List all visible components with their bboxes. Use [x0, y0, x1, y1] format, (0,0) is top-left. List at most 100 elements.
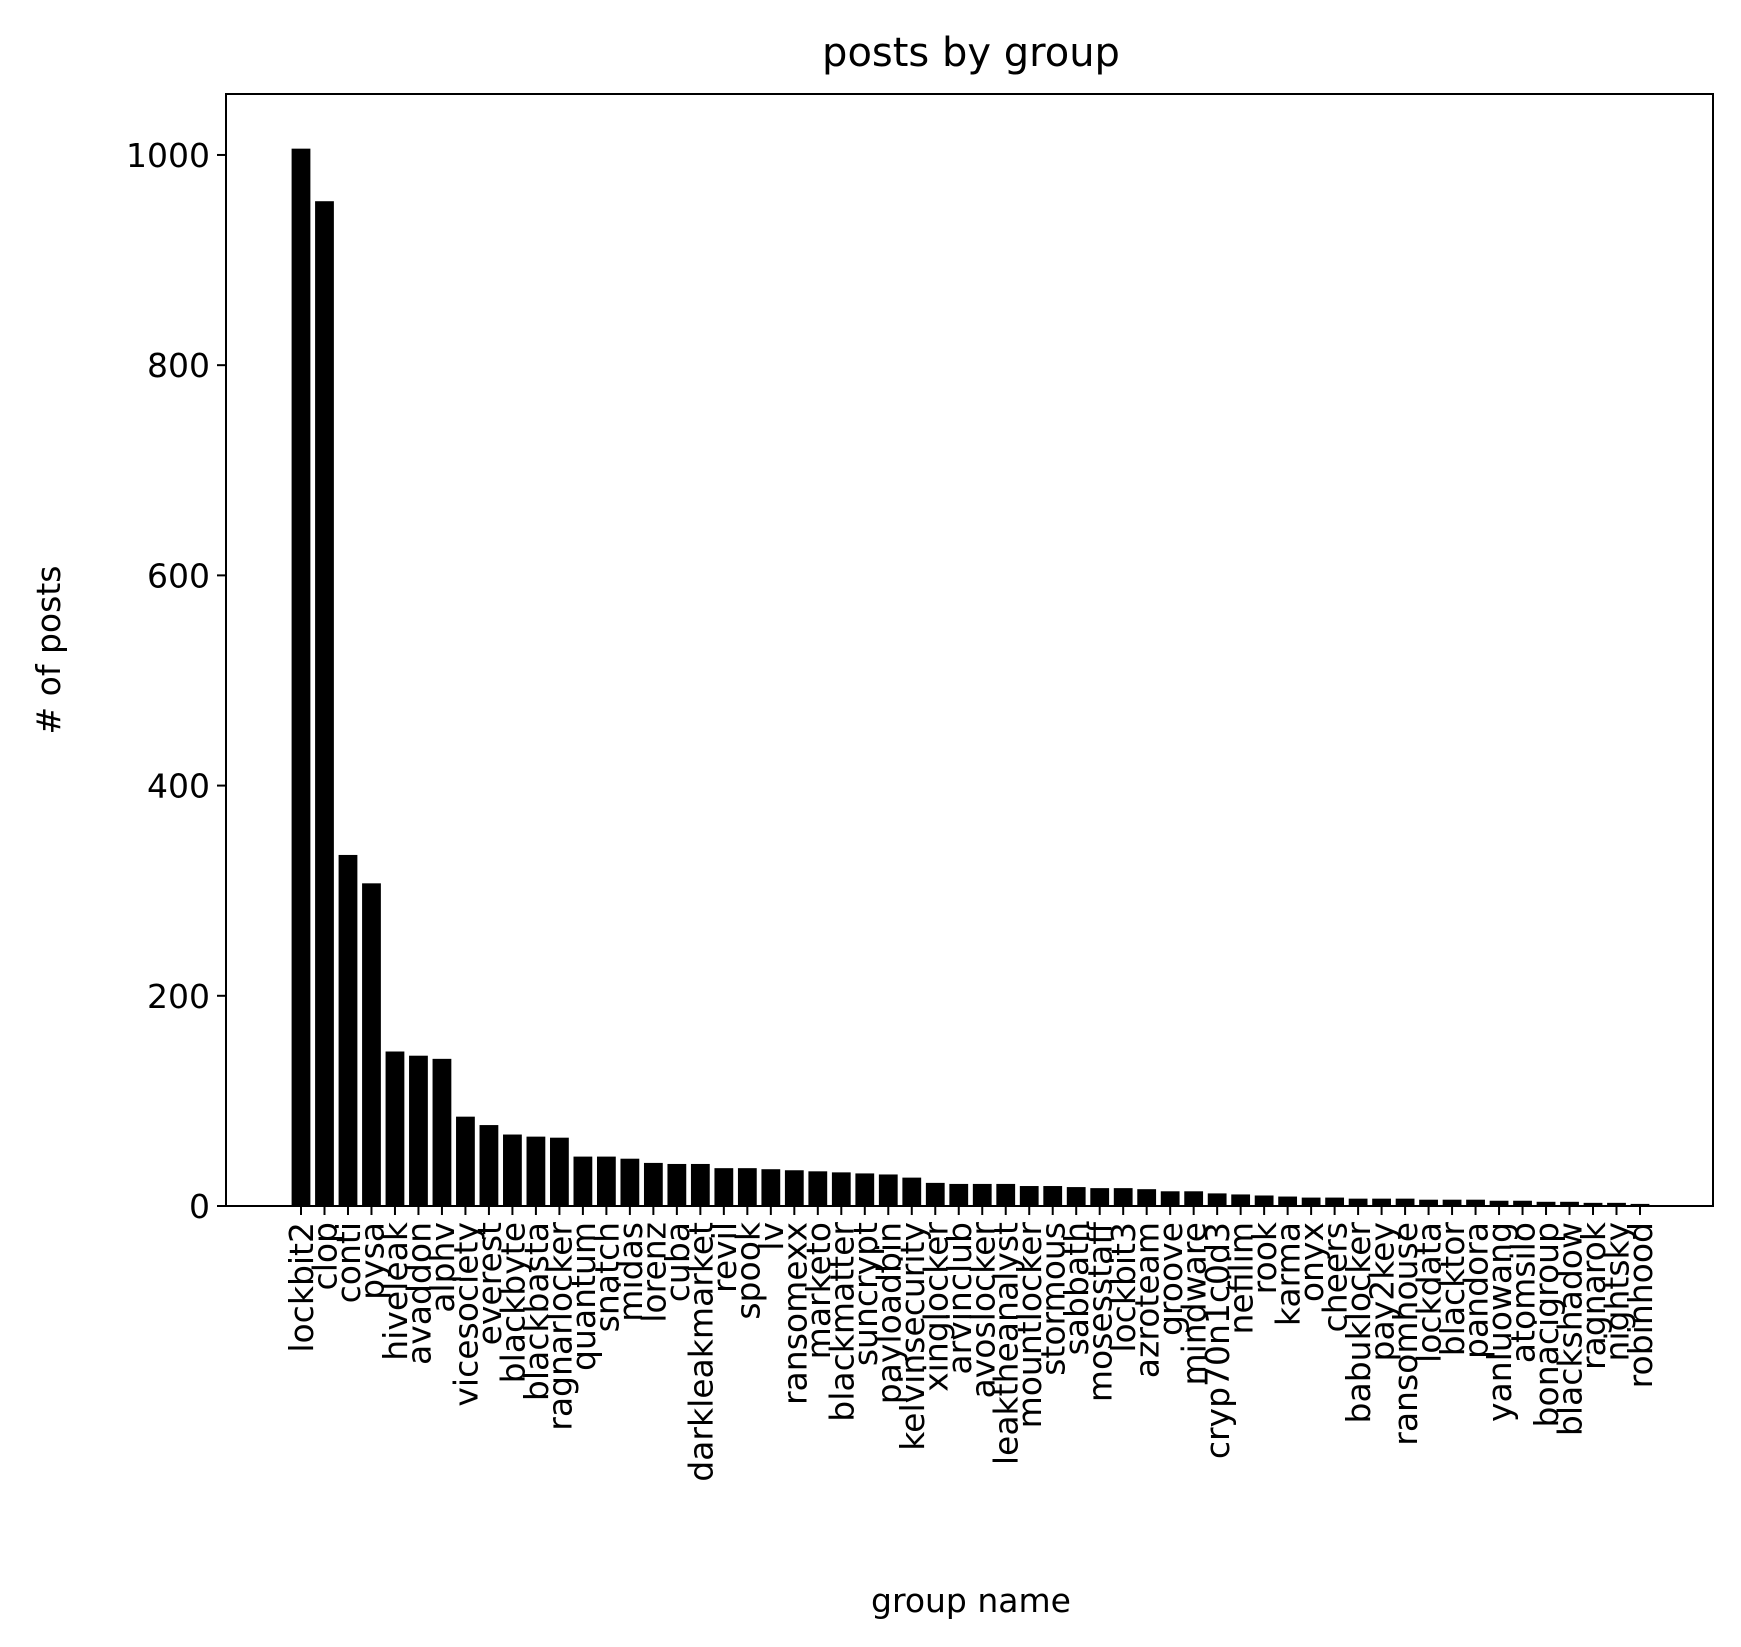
- x-tick-label: kelvinsecurity: [893, 1222, 932, 1451]
- y-tick-label: 800: [147, 346, 210, 385]
- bar: [1466, 1199, 1485, 1206]
- bar: [385, 1051, 405, 1206]
- bar: [996, 1183, 1016, 1206]
- y-tick-label: 0: [189, 1187, 210, 1226]
- x-tick-label: ransomhouse: [1386, 1222, 1425, 1446]
- bar: [1184, 1191, 1204, 1206]
- bar: [338, 854, 358, 1206]
- x-tick-label: vicesociety: [446, 1222, 485, 1407]
- x-axis-title: group name: [871, 1581, 1071, 1620]
- bar: [1325, 1197, 1345, 1206]
- x-tick-label: suncrypt: [846, 1222, 885, 1366]
- bar: [714, 1168, 734, 1206]
- bar: [831, 1172, 851, 1206]
- bar: [878, 1174, 898, 1206]
- x-tick-label: mindware: [1175, 1222, 1214, 1386]
- bar: [1207, 1193, 1227, 1206]
- chart-title: posts by group: [822, 30, 1120, 76]
- x-tick-label: everest: [470, 1222, 509, 1345]
- y-tick-label: 1000: [126, 136, 210, 175]
- x-tick-label: bonacigroup: [1527, 1222, 1566, 1427]
- x-tick-label: pysa: [352, 1222, 391, 1300]
- bar: [949, 1183, 969, 1206]
- x-tick-label: hiveleak: [376, 1221, 415, 1361]
- x-tick-label: marketo: [799, 1222, 838, 1359]
- y-axis: 0 200 400 600 800 1000: [126, 136, 226, 1226]
- bar: [1231, 1194, 1251, 1206]
- x-tick-label: alphv: [423, 1222, 462, 1313]
- bar: [1583, 1202, 1603, 1206]
- y-axis-title: # of posts: [29, 566, 68, 735]
- y-tick-label: 200: [147, 977, 210, 1016]
- x-tick-label: clop: [305, 1222, 344, 1290]
- bar: [808, 1171, 828, 1206]
- bar: [1442, 1199, 1462, 1206]
- y-tick-label: 400: [147, 767, 210, 806]
- bar: [1113, 1188, 1133, 1206]
- bar: [620, 1158, 640, 1206]
- bar: [1395, 1198, 1415, 1206]
- bar: [1254, 1195, 1274, 1206]
- bar: [1043, 1186, 1063, 1206]
- x-tick-label: nefilim: [1222, 1222, 1261, 1335]
- x-tick-label: leaktheanalyst: [987, 1222, 1026, 1465]
- x-tick-label: snatch: [587, 1222, 626, 1332]
- bar: [925, 1182, 945, 1206]
- bar: [479, 1125, 499, 1206]
- bar: [1301, 1197, 1321, 1206]
- x-tick-label: payloadbin: [869, 1222, 908, 1404]
- bar: [902, 1177, 922, 1206]
- x-tick-label: spook: [728, 1221, 767, 1320]
- x-tick-label: quantum: [564, 1222, 603, 1371]
- x-tick-label: ransomexx: [775, 1222, 814, 1405]
- x-tick-label: blackbyte: [493, 1222, 532, 1383]
- x-tick-label: atomsilo: [1504, 1222, 1543, 1363]
- x-tick-label: lv: [752, 1222, 791, 1251]
- x-tick-label: mosesstaff: [1081, 1221, 1120, 1402]
- x-tick-label: rook: [1245, 1221, 1284, 1294]
- bar: [1090, 1188, 1110, 1206]
- x-tick-label: cuba: [658, 1222, 697, 1302]
- x-tick-label: ragnarlocker: [540, 1222, 579, 1431]
- x-tick-label: groove: [1151, 1222, 1190, 1336]
- x-tick-label: blacktor: [1433, 1222, 1472, 1357]
- x-tick-label: onyx: [1292, 1222, 1331, 1302]
- x-tick-label: ragnarok: [1574, 1221, 1613, 1370]
- x-tick-label: pay2key: [1363, 1222, 1402, 1361]
- bar: [761, 1169, 781, 1206]
- bar: [291, 148, 311, 1206]
- bar: [409, 1055, 428, 1206]
- x-tick-label: babuklocker: [1339, 1222, 1378, 1424]
- x-tick-label: darkleakmarket: [681, 1222, 720, 1482]
- x-tick-label: nightsky: [1598, 1222, 1637, 1362]
- bar: [1489, 1200, 1509, 1206]
- x-tick-label: arvinclub: [940, 1222, 979, 1375]
- bar: [526, 1136, 546, 1206]
- x-tick-label: mountlocker: [1010, 1222, 1049, 1429]
- x-tick-label: robinhood: [1621, 1222, 1660, 1388]
- bar: [690, 1163, 710, 1206]
- x-axis: lockbit2clopcontipysahiveleakavaddonalph…: [282, 1206, 1660, 1482]
- bar: [362, 883, 381, 1206]
- x-tick-label: pandora: [1457, 1222, 1496, 1359]
- x-tick-label: avoslocker: [963, 1222, 1002, 1399]
- bar: [855, 1173, 875, 1206]
- x-tick-label: yanluowang: [1480, 1222, 1519, 1422]
- x-tick-label: blackbasta: [517, 1222, 556, 1401]
- x-tick-label: avaddon: [399, 1222, 438, 1365]
- x-tick-label: lockdata: [1410, 1222, 1449, 1363]
- y-tick-label: 600: [147, 556, 210, 595]
- bar: [1160, 1191, 1180, 1206]
- bar: [1066, 1187, 1086, 1206]
- bar: [1372, 1198, 1391, 1206]
- x-tick-label: conti: [329, 1222, 368, 1303]
- bar: [1513, 1200, 1532, 1206]
- bar-series: [291, 148, 1650, 1206]
- bar: [550, 1137, 569, 1206]
- bar: [315, 201, 334, 1206]
- x-tick-label: cheers: [1316, 1222, 1355, 1332]
- x-tick-label: lockbit2: [282, 1222, 321, 1353]
- bar: [784, 1170, 804, 1206]
